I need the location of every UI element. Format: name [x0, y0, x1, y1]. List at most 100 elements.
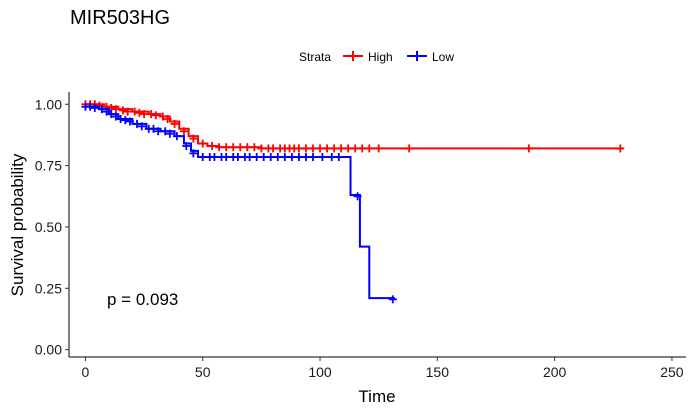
- censor-mark-high: [147, 110, 156, 119]
- censor-mark-low: [266, 153, 275, 162]
- censor-mark-high: [198, 139, 207, 148]
- censor-mark-low: [259, 153, 268, 162]
- censor-mark-low: [90, 103, 99, 112]
- censor-mark-high: [250, 143, 259, 152]
- censor-mark-high: [111, 105, 120, 114]
- legend: Strata High Low: [299, 50, 454, 64]
- censor-mark-high: [524, 144, 533, 153]
- censor-mark-low: [102, 107, 111, 116]
- censor-mark-high: [316, 144, 325, 153]
- series-high: [81, 100, 625, 153]
- censor-mark-low: [97, 105, 106, 114]
- x-tick-label: 100: [308, 364, 332, 380]
- y-tick-label: 1.00: [35, 96, 62, 112]
- censor-mark-low: [125, 117, 134, 126]
- censor-mark-high: [158, 112, 167, 121]
- censor-mark-high: [179, 127, 188, 136]
- x-tick-label: 0: [82, 364, 90, 380]
- censor-mark-low: [287, 153, 296, 162]
- censor-mark-low: [111, 112, 120, 121]
- censor-mark-high: [301, 144, 310, 153]
- censor-mark-high: [215, 143, 224, 152]
- censor-mark-high: [294, 144, 303, 153]
- censor-mark-high: [365, 144, 374, 153]
- censor-mark-high: [257, 144, 266, 153]
- x-tick-label: 250: [660, 364, 684, 380]
- censor-mark-low: [189, 149, 198, 158]
- y-tick-label: 0.50: [35, 219, 62, 235]
- censor-mark-high: [358, 144, 367, 153]
- p-value-annotation: p = 0.093: [107, 290, 178, 309]
- censor-mark-low: [116, 114, 125, 123]
- censor-mark-high: [344, 144, 353, 153]
- censor-mark-low: [172, 132, 181, 141]
- series-low: [81, 102, 397, 304]
- censor-mark-high: [269, 144, 278, 153]
- censor-mark-high: [351, 144, 360, 153]
- censor-mark-high: [229, 143, 238, 152]
- censor-mark-high: [189, 134, 198, 143]
- censor-mark-high: [170, 119, 179, 128]
- legend-title: Strata: [299, 50, 331, 64]
- x-tick-label: 200: [543, 364, 567, 380]
- series-layer: [81, 100, 625, 304]
- legend-label-high: High: [368, 50, 393, 64]
- x-tick-label: 50: [195, 364, 211, 380]
- censor-mark-low: [245, 153, 254, 162]
- censor-mark-high: [243, 143, 252, 152]
- censor-mark-low: [154, 127, 163, 136]
- censor-mark-low: [318, 153, 327, 162]
- censor-mark-high: [208, 141, 217, 150]
- censor-mark-low: [182, 141, 191, 150]
- censor-mark-low: [121, 116, 130, 125]
- censor-mark-low: [252, 153, 261, 162]
- censor-mark-low: [308, 153, 317, 162]
- y-tick-label: 0.25: [35, 280, 62, 296]
- censor-mark-low: [133, 119, 142, 128]
- chart-title: MIR503HG: [70, 7, 170, 29]
- censor-mark-high: [308, 144, 317, 153]
- censor-mark-high: [323, 144, 332, 153]
- censor-mark-high: [405, 144, 414, 153]
- censor-mark-low: [301, 153, 310, 162]
- censor-mark-low: [280, 153, 289, 162]
- legend-label-low: Low: [432, 50, 454, 64]
- censor-mark-low: [388, 295, 397, 304]
- censor-mark-high: [330, 144, 339, 153]
- censor-mark-low: [165, 129, 174, 138]
- censor-mark-low: [327, 153, 336, 162]
- censor-mark-high: [135, 108, 144, 117]
- survival-curve-low: [85, 105, 396, 300]
- censor-mark-low: [334, 153, 343, 162]
- censor-mark-high: [140, 110, 149, 119]
- x-axis-label: Time: [358, 387, 395, 406]
- censor-mark-low: [137, 122, 146, 131]
- censor-mark-high: [163, 114, 172, 123]
- censor-mark-low: [273, 153, 282, 162]
- y-axis-label: Survival probability: [8, 153, 27, 296]
- censor-mark-high: [616, 144, 625, 153]
- survival-curve-high: [85, 103, 623, 150]
- y-tick-label: 0.00: [35, 342, 62, 358]
- censor-mark-low: [86, 102, 95, 111]
- legend-items: High Low: [343, 50, 454, 64]
- axes: 0 50 100 150 200 250 0.00 0.25 0.50 0.75 1.00: [35, 92, 686, 380]
- censor-mark-high: [118, 106, 127, 115]
- censor-mark-low: [161, 127, 170, 136]
- censor-mark-high: [337, 144, 346, 153]
- censor-mark-low: [198, 153, 207, 162]
- censor-mark-low: [107, 110, 116, 119]
- censor-mark-low: [353, 192, 362, 201]
- censor-mark-high: [222, 143, 231, 152]
- censor-mark-high: [123, 107, 132, 116]
- censor-mark-low: [294, 153, 303, 162]
- censor-mark-high: [130, 107, 139, 116]
- x-tick-label: 150: [426, 364, 450, 380]
- censor-mark-low: [149, 124, 158, 133]
- censor-mark-high: [236, 143, 245, 152]
- censor-mark-low: [210, 153, 219, 162]
- censor-mark-high: [374, 144, 383, 153]
- censor-mark-low: [222, 153, 231, 162]
- censor-mark-low: [233, 153, 242, 162]
